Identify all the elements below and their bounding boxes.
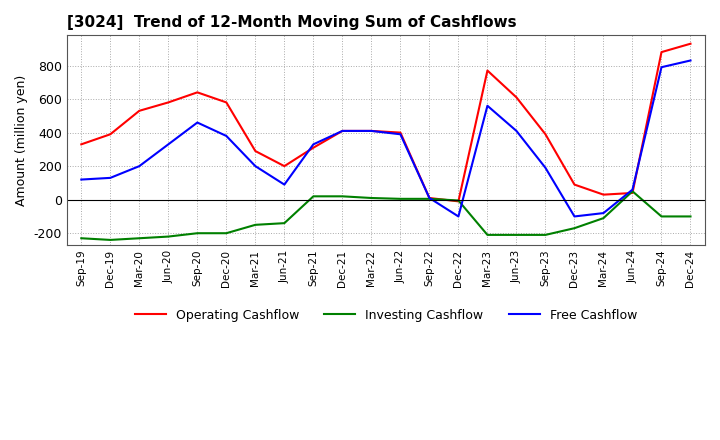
Free Cashflow xyxy=(77,177,86,182)
Investing Cashflow xyxy=(222,231,230,236)
Investing Cashflow xyxy=(338,194,347,199)
Operating Cashflow xyxy=(193,90,202,95)
Investing Cashflow xyxy=(628,189,636,194)
Line: Free Cashflow: Free Cashflow xyxy=(81,60,690,216)
Text: [3024]  Trend of 12-Month Moving Sum of Cashflows: [3024] Trend of 12-Month Moving Sum of C… xyxy=(67,15,516,30)
Operating Cashflow xyxy=(164,100,173,105)
Free Cashflow xyxy=(686,58,695,63)
Free Cashflow xyxy=(222,133,230,139)
Operating Cashflow xyxy=(396,130,405,135)
Operating Cashflow xyxy=(222,100,230,105)
Investing Cashflow xyxy=(512,232,521,238)
Operating Cashflow xyxy=(570,182,579,187)
Operating Cashflow xyxy=(338,128,347,134)
Operating Cashflow xyxy=(686,41,695,46)
Operating Cashflow xyxy=(309,145,318,150)
Investing Cashflow xyxy=(657,214,666,219)
Operating Cashflow xyxy=(135,108,143,114)
Investing Cashflow xyxy=(164,234,173,239)
Investing Cashflow xyxy=(193,231,202,236)
Operating Cashflow xyxy=(512,95,521,100)
Free Cashflow xyxy=(628,187,636,192)
Free Cashflow xyxy=(541,165,550,170)
Legend: Operating Cashflow, Investing Cashflow, Free Cashflow: Operating Cashflow, Investing Cashflow, … xyxy=(130,304,642,327)
Free Cashflow xyxy=(570,214,579,219)
Free Cashflow xyxy=(367,128,376,134)
Line: Operating Cashflow: Operating Cashflow xyxy=(81,44,690,202)
Investing Cashflow xyxy=(483,232,492,238)
Line: Investing Cashflow: Investing Cashflow xyxy=(81,191,690,240)
Investing Cashflow xyxy=(280,220,289,226)
Operating Cashflow xyxy=(106,132,114,137)
Free Cashflow xyxy=(657,65,666,70)
Operating Cashflow xyxy=(657,49,666,55)
Investing Cashflow xyxy=(599,216,608,221)
Free Cashflow xyxy=(425,195,433,201)
Free Cashflow xyxy=(599,210,608,216)
Investing Cashflow xyxy=(367,195,376,201)
Investing Cashflow xyxy=(135,235,143,241)
Free Cashflow xyxy=(309,142,318,147)
Investing Cashflow xyxy=(541,232,550,238)
Investing Cashflow xyxy=(251,222,260,227)
Free Cashflow xyxy=(106,175,114,180)
Investing Cashflow xyxy=(396,196,405,202)
Operating Cashflow xyxy=(483,68,492,73)
Free Cashflow xyxy=(280,182,289,187)
Investing Cashflow xyxy=(309,194,318,199)
Free Cashflow xyxy=(396,132,405,137)
Free Cashflow xyxy=(483,103,492,108)
Investing Cashflow xyxy=(570,226,579,231)
Free Cashflow xyxy=(135,164,143,169)
Investing Cashflow xyxy=(77,235,86,241)
Free Cashflow xyxy=(193,120,202,125)
Investing Cashflow xyxy=(425,196,433,202)
Operating Cashflow xyxy=(280,164,289,169)
Operating Cashflow xyxy=(541,132,550,137)
Operating Cashflow xyxy=(599,192,608,197)
Operating Cashflow xyxy=(425,195,433,201)
Free Cashflow xyxy=(512,128,521,134)
Investing Cashflow xyxy=(454,198,463,203)
Operating Cashflow xyxy=(77,142,86,147)
Investing Cashflow xyxy=(686,214,695,219)
Operating Cashflow xyxy=(367,128,376,134)
Free Cashflow xyxy=(164,142,173,147)
Operating Cashflow xyxy=(251,148,260,154)
Investing Cashflow xyxy=(106,237,114,242)
Operating Cashflow xyxy=(454,199,463,204)
Free Cashflow xyxy=(251,164,260,169)
Free Cashflow xyxy=(454,214,463,219)
Free Cashflow xyxy=(338,128,347,134)
Y-axis label: Amount (million yen): Amount (million yen) xyxy=(15,74,28,206)
Operating Cashflow xyxy=(628,191,636,196)
